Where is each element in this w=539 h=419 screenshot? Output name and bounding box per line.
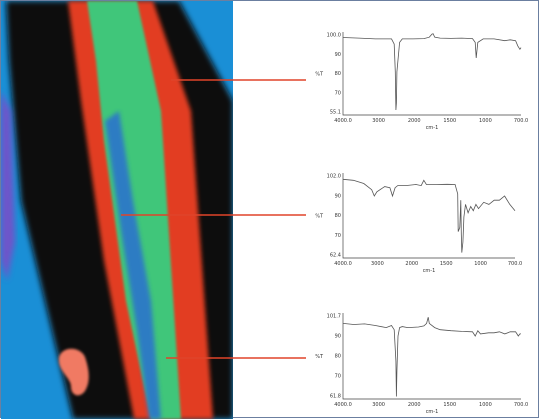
x-tick-label: 4000.0 (334, 402, 352, 408)
spectrum-line (342, 317, 521, 397)
spectrum-panel-2: 102.0 90 80 70 62.4 %T 4000.0 3000 2000 1500 1000 7… (315, 173, 522, 274)
spectrum-line (342, 178, 516, 253)
y-tick-label: 55.1 (330, 110, 341, 116)
x-tick-label: 4000.0 (334, 118, 352, 124)
y-tick-label: 80 (335, 213, 341, 219)
y-tick-label: 102.0 (327, 174, 341, 180)
y-tick-label: 90 (335, 193, 341, 199)
spectrum-axes (342, 32, 521, 116)
fiber-cross-section-image (1, 1, 233, 419)
spectrum-panel-3: 101.7 90 80 70 61.8 %T 4000.0 3000 2000 1500 1000 7… (315, 313, 528, 415)
x-tick-label: 4000.0 (334, 261, 352, 267)
x-tick-label: 1500 (440, 261, 453, 267)
x-axis-unit: cm-1 (426, 125, 439, 131)
x-tick-label: 700.0 (514, 402, 528, 408)
x-tick-label: 3000 (372, 402, 385, 408)
y-tick-label: 70 (335, 374, 341, 380)
y-tick-label: 70 (335, 233, 341, 239)
x-tick-label: 700.0 (508, 261, 522, 267)
purple-edge-region (1, 91, 15, 281)
x-tick-label: 2000 (408, 118, 421, 124)
y-tick-label: 62.4 (330, 253, 341, 259)
x-tick-label: 3000 (372, 118, 385, 124)
leader-lines (121, 79, 306, 359)
x-tick-label: 1000 (474, 261, 487, 267)
y-axis-label: %T (315, 214, 324, 220)
y-tick-label: 90 (335, 52, 341, 58)
orange-particle (58, 348, 89, 396)
fiber-core-blue (105, 111, 161, 419)
x-tick-label: 1000 (479, 118, 492, 124)
y-tick-label: 70 (335, 90, 341, 96)
y-tick-label: 90 (335, 334, 341, 340)
x-axis-unit: cm-1 (426, 409, 439, 415)
x-tick-label: 700.0 (514, 118, 528, 124)
x-tick-label: 1500 (443, 118, 456, 124)
x-tick-label: 1500 (443, 402, 456, 408)
spectrum-line (342, 33, 522, 111)
x-tick-label: 2000 (408, 402, 421, 408)
ir-spectra: 100.0 90 80 70 55.1 %T 4000.0 3000 2000 1500 1000 7… (315, 32, 528, 415)
x-tick-label: 1000 (479, 402, 492, 408)
spectrum-axes (342, 173, 515, 259)
y-tick-label: 61.8 (330, 394, 341, 400)
spectrum-panel-1: 100.0 90 80 70 55.1 %T 4000.0 3000 2000 1500 1000 7… (315, 32, 528, 131)
x-axis-unit: cm-1 (423, 268, 436, 274)
y-tick-label: 80 (335, 71, 341, 77)
x-tick-label: 2000 (405, 261, 418, 267)
y-axis-label: %T (315, 72, 324, 78)
y-tick-label: 80 (335, 354, 341, 360)
x-tick-label: 3000 (371, 261, 384, 267)
spectrum-axes (342, 313, 521, 400)
y-tick-label: 101.7 (327, 314, 341, 320)
y-axis-label: %T (315, 354, 324, 360)
y-tick-label: 100.0 (327, 33, 341, 39)
